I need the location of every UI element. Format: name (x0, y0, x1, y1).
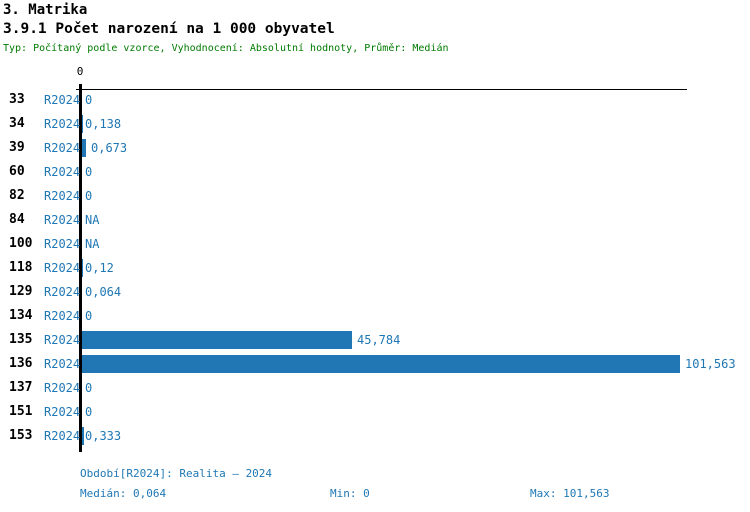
value-label: 0 (85, 381, 93, 395)
value-label: 0,333 (85, 429, 122, 443)
period-label: Období[R2024]: Realita – 2024 (80, 467, 273, 480)
value-label: 101,563 (685, 357, 736, 371)
category-label: 151 (9, 404, 33, 419)
value-label: NA (85, 213, 100, 227)
category-label: 134 (9, 308, 33, 323)
value-label: 0,064 (85, 285, 122, 299)
value-label: 45,784 (357, 333, 401, 347)
value-label: 0 (85, 165, 93, 179)
series-label: R2024 (44, 285, 81, 299)
series-label: R2024 (44, 213, 81, 227)
chart-row: 60 R2024 0 (0, 160, 750, 184)
series-label: R2024 (44, 309, 81, 323)
category-label: 118 (9, 260, 33, 275)
chart-row: 151 R2024 0 (0, 400, 750, 424)
value-bar (82, 259, 83, 277)
series-label: R2024 (44, 333, 81, 347)
series-label: R2024 (44, 189, 81, 203)
category-label: 135 (9, 332, 33, 347)
min-stat: Min: 0 (330, 487, 370, 500)
value-bar (82, 331, 352, 349)
category-label: 129 (9, 284, 33, 299)
series-label: R2024 (44, 357, 81, 371)
x-axis-line (76, 89, 687, 90)
series-label: R2024 (44, 117, 81, 131)
y-axis-line (79, 84, 82, 452)
chart-row: 118 R2024 0,12 (0, 256, 750, 280)
chart-row: 84 R2024 NA (0, 208, 750, 232)
category-label: 60 (9, 164, 25, 179)
x-axis-zero-tick-label: 0 (76, 65, 84, 78)
median-stat: Medián: 0,064 (80, 487, 167, 500)
value-bar (82, 355, 680, 373)
value-label: 0,12 (85, 261, 114, 275)
category-label: 136 (9, 356, 33, 371)
report-title: 3. Matrika (3, 2, 88, 18)
category-label: 153 (9, 428, 33, 443)
value-label: 0 (85, 405, 93, 419)
category-label: 137 (9, 380, 33, 395)
value-bar (82, 115, 83, 133)
value-label: 0 (85, 93, 93, 107)
chart-row: 134 R2024 0 (0, 304, 750, 328)
series-label: R2024 (44, 165, 81, 179)
bar-chart: 33 R2024 0 34 R2024 0,138 39 R2024 0,673 60 R2024 0… (0, 88, 750, 448)
series-label: R2024 (44, 381, 81, 395)
value-bar (82, 427, 84, 445)
category-label: 84 (9, 212, 25, 227)
series-label: R2024 (44, 405, 81, 419)
series-label: R2024 (44, 429, 81, 443)
value-label: NA (85, 237, 100, 251)
max-stat: Max: 101,563 (530, 487, 610, 500)
chart-row: 39 R2024 0,673 (0, 136, 750, 160)
chart-row: 153 R2024 0,333 (0, 424, 750, 448)
chart-row: 34 R2024 0,138 (0, 112, 750, 136)
chart-row: 137 R2024 0 (0, 376, 750, 400)
series-label: R2024 (44, 261, 81, 275)
category-label: 39 (9, 140, 25, 155)
chart-row: 82 R2024 0 (0, 184, 750, 208)
value-label: 0,673 (91, 141, 128, 155)
category-label: 33 (9, 92, 25, 107)
chart-title: 3.9.1 Počet narození na 1 000 obyvatel (3, 21, 335, 37)
chart-meta-line: Typ: Počítaný podle vzorce, Vyhodnocení:… (3, 43, 449, 54)
value-bar (82, 139, 86, 157)
series-label: R2024 (44, 93, 81, 107)
category-label: 34 (9, 116, 25, 131)
chart-row: 135 R2024 45,784 (0, 328, 750, 352)
value-label: 0,138 (85, 117, 122, 131)
series-label: R2024 (44, 141, 81, 155)
value-label: 0 (85, 309, 93, 323)
chart-row: 136 R2024 101,563 (0, 352, 750, 376)
chart-row: 100 R2024 NA (0, 232, 750, 256)
series-label: R2024 (44, 237, 81, 251)
category-label: 82 (9, 188, 25, 203)
chart-row: 33 R2024 0 (0, 88, 750, 112)
category-label: 100 (9, 236, 33, 251)
chart-row: 129 R2024 0,064 (0, 280, 750, 304)
value-label: 0 (85, 189, 93, 203)
